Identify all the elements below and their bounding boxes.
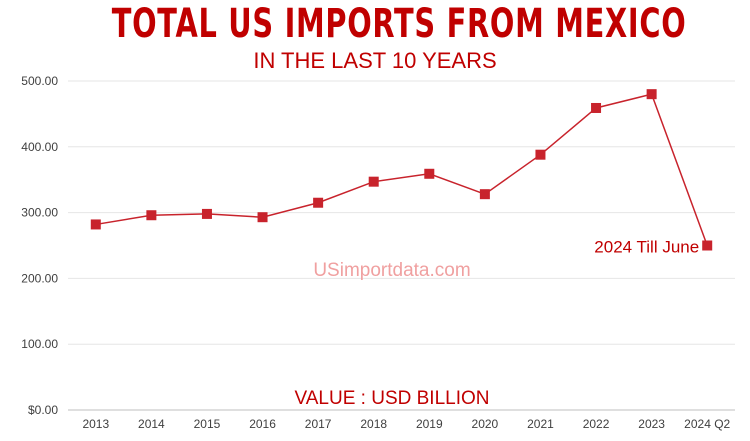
x-axis-label: VALUE : USD BILLION — [295, 388, 490, 409]
x-tick-label: 2024 Q2 — [684, 417, 730, 431]
x-tick-label: 2018 — [360, 417, 387, 431]
chart-subtitle: IN THE LAST 10 YEARS — [253, 48, 497, 73]
data-point — [535, 149, 546, 160]
y-tick-label: 300.00 — [21, 206, 58, 220]
y-tick-label: 400.00 — [21, 140, 58, 154]
watermark: USimportdata.com — [313, 260, 470, 281]
x-tick-label: 2015 — [194, 417, 221, 431]
y-tick-label: 200.00 — [21, 271, 58, 285]
x-tick-label: 2020 — [472, 417, 499, 431]
data-point — [313, 197, 324, 208]
data-point — [146, 210, 157, 221]
data-point — [479, 189, 490, 200]
x-tick-label: 2017 — [305, 417, 332, 431]
chart-title: TOTAL US IMPORTS FROM MEXICO — [111, 1, 687, 47]
x-tick-label: 2014 — [138, 417, 165, 431]
data-point — [257, 212, 268, 223]
chart-title-container: TOTAL US IMPORTS FROM MEXICO — [0, 2, 750, 46]
x-tick-label: 2022 — [583, 417, 610, 431]
annotation-label: 2024 Till June — [594, 238, 699, 257]
data-point — [201, 208, 212, 219]
data-point — [90, 219, 101, 230]
data-point — [368, 176, 379, 187]
x-tick-label: 2021 — [527, 417, 554, 431]
x-tick-label: 2019 — [416, 417, 443, 431]
y-tick-label: $0.00 — [28, 403, 58, 417]
y-tick-label: 500.00 — [21, 74, 58, 88]
data-point — [591, 102, 602, 113]
x-tick-label: 2016 — [249, 417, 276, 431]
data-point — [646, 89, 657, 100]
data-point — [702, 240, 713, 251]
data-point — [424, 168, 435, 179]
x-tick-label: 2013 — [82, 417, 109, 431]
series-line — [95, 93, 708, 246]
x-tick-label: 2023 — [638, 417, 665, 431]
y-tick-label: 100.00 — [21, 337, 58, 351]
